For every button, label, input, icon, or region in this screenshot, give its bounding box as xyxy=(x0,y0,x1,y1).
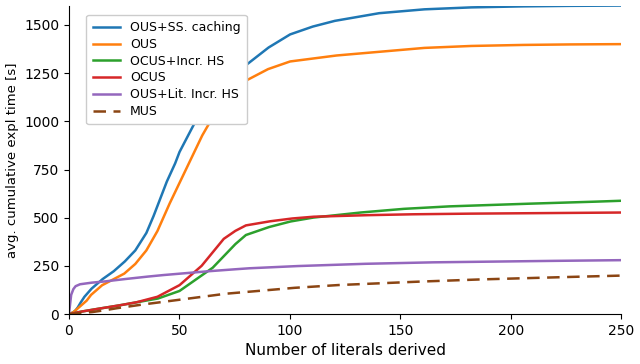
MUS xyxy=(65,312,73,316)
OCUS xyxy=(122,302,129,306)
OUS xyxy=(289,59,296,63)
OUS xyxy=(65,312,73,316)
Y-axis label: avg. cumulative expl time [s]: avg. cumulative expl time [s] xyxy=(6,62,19,258)
OCUS+Incr. HS xyxy=(444,204,452,209)
Legend: OUS+SS. caching, OUS, OCUS+Incr. HS, OCUS, OUS+Lit. Incr. HS, MUS: OUS+SS. caching, OUS, OCUS+Incr. HS, OCU… xyxy=(86,15,247,124)
OUS+Lit. Incr. HS xyxy=(289,264,296,268)
OUS xyxy=(618,42,625,46)
OUS xyxy=(496,43,504,48)
OCUS+Incr. HS xyxy=(496,202,504,207)
OCUS+Incr. HS xyxy=(289,219,296,223)
Line: MUS: MUS xyxy=(69,276,621,314)
Line: OUS+Lit. Incr. HS: OUS+Lit. Incr. HS xyxy=(69,260,621,314)
OCUS+Incr. HS xyxy=(65,312,73,316)
MUS xyxy=(122,305,129,309)
X-axis label: Number of literals derived: Number of literals derived xyxy=(244,344,445,359)
OUS+Lit. Incr. HS xyxy=(308,264,316,268)
OUS+SS. caching xyxy=(618,3,625,8)
OUS+SS. caching xyxy=(444,6,452,11)
OCUS+Incr. HS xyxy=(618,199,625,203)
Line: OUS: OUS xyxy=(69,44,621,314)
OCUS+Incr. HS xyxy=(308,215,316,220)
Line: OUS+SS. caching: OUS+SS. caching xyxy=(69,5,621,314)
OUS+SS. caching xyxy=(506,4,513,9)
Line: OCUS: OCUS xyxy=(69,213,621,314)
OCUS+Incr. HS xyxy=(506,202,513,206)
OUS+Lit. Incr. HS xyxy=(444,260,452,264)
OUS+SS. caching xyxy=(122,259,129,263)
OUS+Lit. Incr. HS xyxy=(65,312,73,316)
OCUS xyxy=(308,214,316,219)
OUS xyxy=(506,43,513,47)
OUS xyxy=(444,45,452,49)
MUS xyxy=(506,276,513,281)
OCUS xyxy=(289,216,296,221)
OUS+SS. caching xyxy=(289,31,296,36)
OUS+SS. caching xyxy=(496,5,504,9)
OUS xyxy=(308,56,316,61)
OUS+Lit. Incr. HS xyxy=(122,277,129,281)
OCUS+Incr. HS xyxy=(122,302,129,306)
OUS+SS. caching xyxy=(308,24,316,29)
OUS+Lit. Incr. HS xyxy=(618,258,625,262)
OCUS xyxy=(496,211,504,215)
OUS xyxy=(122,270,129,275)
Line: OCUS+Incr. HS: OCUS+Incr. HS xyxy=(69,201,621,314)
OUS+Lit. Incr. HS xyxy=(496,259,504,264)
MUS xyxy=(496,277,504,281)
OUS+SS. caching xyxy=(65,312,73,316)
MUS xyxy=(289,286,296,290)
OCUS xyxy=(444,211,452,216)
OCUS xyxy=(65,312,73,316)
OCUS xyxy=(506,211,513,215)
MUS xyxy=(444,278,452,283)
MUS xyxy=(308,285,316,289)
OUS+Lit. Incr. HS xyxy=(506,259,513,264)
OCUS xyxy=(618,210,625,215)
MUS xyxy=(618,273,625,278)
